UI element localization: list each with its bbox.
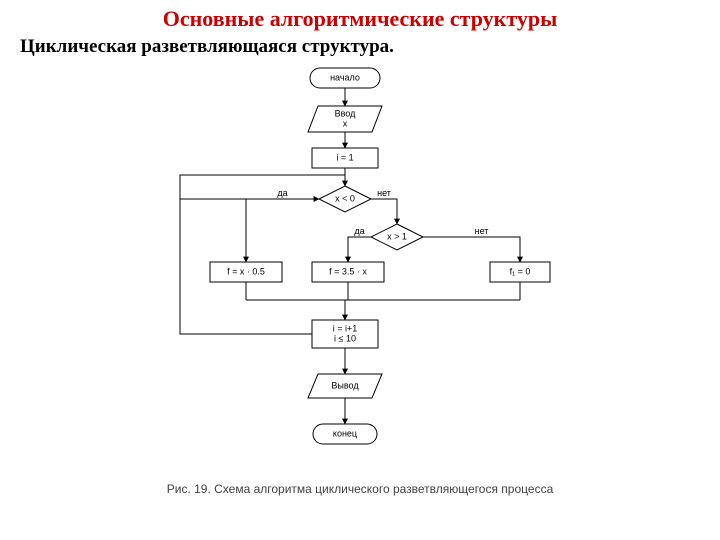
svg-text:Вывод: Вывод [331,380,359,390]
svg-text:нет: нет [475,226,489,236]
svg-text:x > 1: x > 1 [387,231,407,241]
svg-text:i ≤ 10: i ≤ 10 [334,333,356,343]
svg-text:x: x [343,118,348,128]
svg-text:конец: конец [333,428,357,438]
svg-text:f₁ = 0: f₁ = 0 [510,266,531,276]
svg-text:нет: нет [377,188,391,198]
flowchart-diagram: начало Вводx i = 1 x < 0 x > 1 f = x · 0.5 f =… [80,58,640,478]
svg-text:f = x · 0.5: f = x · 0.5 [227,266,265,276]
svg-text:да: да [354,226,364,236]
svg-text:да: да [277,188,287,198]
svg-text:i = i+1: i = i+1 [333,323,358,333]
page-subtitle: Циклическая разветвляющаяся структура. [20,36,720,58]
svg-text:i = 1: i = 1 [336,152,353,162]
figure-caption: Рис. 19. Схема алгоритма циклического ра… [0,482,720,496]
svg-text:x < 0: x < 0 [335,193,355,203]
svg-text:начало: начало [330,72,360,82]
page-title: Основные алгоритмические структуры [0,6,720,32]
svg-text:Ввод: Ввод [335,108,356,118]
svg-text:f = 3.5 · x: f = 3.5 · x [329,266,367,276]
